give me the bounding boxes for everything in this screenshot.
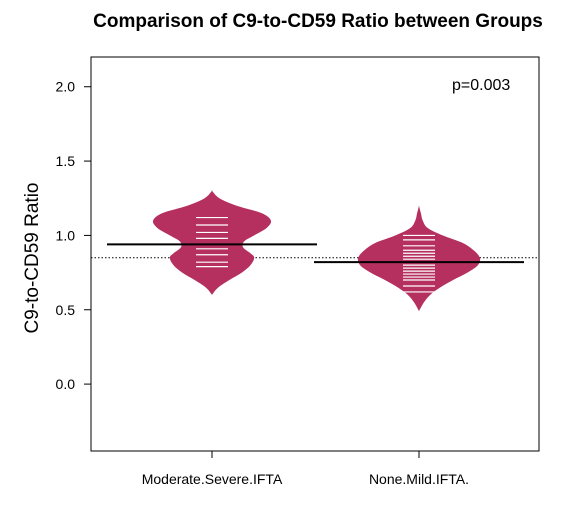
x-tick-label: None.Mild.IFTA.: [369, 471, 469, 487]
y-axis-label: C9-to-CD59 Ratio: [22, 183, 43, 334]
plot-area: 0.0 0.5 1.0 1.5 2.0 Moderate.Severe.IFTA None.…: [56, 56, 540, 487]
chart-title: Comparison of C9-to-CD59 Ratio between G…: [93, 11, 543, 32]
y-tick-label: 2.0: [56, 79, 76, 95]
y-tick-label: 0.0: [56, 376, 76, 392]
x-tick-label: Moderate.Severe.IFTA: [142, 471, 283, 487]
y-tick-label: 1.0: [56, 227, 76, 243]
bean-None.Mild.IFTA.: [357, 204, 481, 312]
y-tick-label: 0.5: [56, 302, 76, 318]
p-value-annotation: p=0.003: [452, 77, 510, 94]
y-tick-label: 1.5: [56, 153, 76, 169]
bean-Moderate.Severe.IFTA: [152, 189, 272, 295]
